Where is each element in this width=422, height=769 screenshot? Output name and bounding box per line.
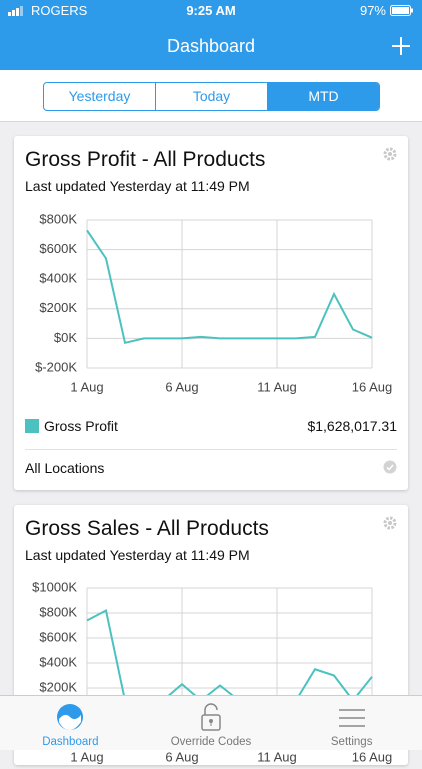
battery: 97% xyxy=(360,3,414,18)
y-tick-label: $0K xyxy=(54,330,77,345)
data-line xyxy=(86,229,373,345)
y-tick-label: $-200K xyxy=(35,359,77,374)
location-filter[interactable]: All Locations xyxy=(25,460,105,476)
x-tick-label: 16 Aug xyxy=(352,379,393,394)
settings-gear[interactable] xyxy=(382,515,398,531)
add-button[interactable] xyxy=(391,36,411,56)
chart: $800K $600K $400K $200K $0K $-200K 1 Aug 6 Aug 1… xyxy=(35,211,393,394)
tab-icon xyxy=(338,709,365,727)
y-tick-label: $1000K xyxy=(32,579,77,594)
card-subtitle: Last updated Yesterday at 11:49 PM xyxy=(25,178,250,194)
tab[interactable]: Dashboard xyxy=(0,696,141,750)
x-tick-label: 11 Aug xyxy=(257,379,297,394)
tab[interactable]: Override Codes xyxy=(141,696,282,750)
segmented-control: Yesterday Today MTD xyxy=(43,82,380,111)
x-tick-label: 16 Aug xyxy=(352,749,393,764)
tab-bar: Dashboard Override Codes Settings xyxy=(0,695,422,750)
battery-icon xyxy=(390,5,413,16)
y-tick-label: $800K xyxy=(39,604,77,619)
segment[interactable]: Yesterday xyxy=(44,83,156,110)
x-tick-label: 1 Aug xyxy=(70,379,103,394)
card: Gross Profit - All Products Last updated… xyxy=(14,136,408,490)
carrier: ROGERS xyxy=(8,3,87,18)
y-tick-label: $600K xyxy=(39,629,77,644)
data-line xyxy=(86,608,373,703)
y-tick-label: $400K xyxy=(39,271,77,286)
x-tick-label: 11 Aug xyxy=(257,749,297,764)
carrier-name: ROGERS xyxy=(31,3,88,18)
segment[interactable]: Today xyxy=(156,83,268,110)
clock: 9:25 AM xyxy=(186,3,236,18)
y-tick-label: $600K xyxy=(39,241,77,256)
segment[interactable]: MTD xyxy=(268,83,379,110)
x-tick-label: 1 Aug xyxy=(70,749,103,764)
card-subtitle: Last updated Yesterday at 11:49 PM xyxy=(25,547,250,563)
nav-title: Dashboard xyxy=(166,36,256,56)
legend-label: Gross Profit xyxy=(44,418,118,434)
card-title: Gross Profit - All Products xyxy=(25,148,266,171)
y-tick-label: $400K xyxy=(39,654,77,669)
tab-icon xyxy=(201,703,221,731)
header: ROGERS 9:25 AM 97% Dashboard xyxy=(0,0,422,70)
tab-label: Settings xyxy=(330,736,373,748)
tab[interactable]: Settings xyxy=(281,696,422,750)
x-tick-label: 6 Aug xyxy=(165,379,198,394)
tab-label: Dashboard xyxy=(42,736,99,748)
signal-icon xyxy=(8,5,23,16)
y-tick-label: $200K xyxy=(39,679,77,694)
legend-swatch xyxy=(25,419,39,433)
settings-gear[interactable] xyxy=(382,146,398,162)
tab-label: Override Codes xyxy=(170,736,252,748)
battery-level: 97% xyxy=(359,3,386,18)
y-tick-label: $800K xyxy=(39,211,77,226)
divider xyxy=(25,449,397,450)
x-tick-label: 6 Aug xyxy=(165,749,198,764)
tab-icon xyxy=(57,704,84,730)
card-title: Gross Sales - All Products xyxy=(25,517,269,540)
y-tick-label: $200K xyxy=(39,300,77,315)
location-icon[interactable] xyxy=(383,460,397,474)
total-value: $1,628,017.31 xyxy=(307,418,397,434)
